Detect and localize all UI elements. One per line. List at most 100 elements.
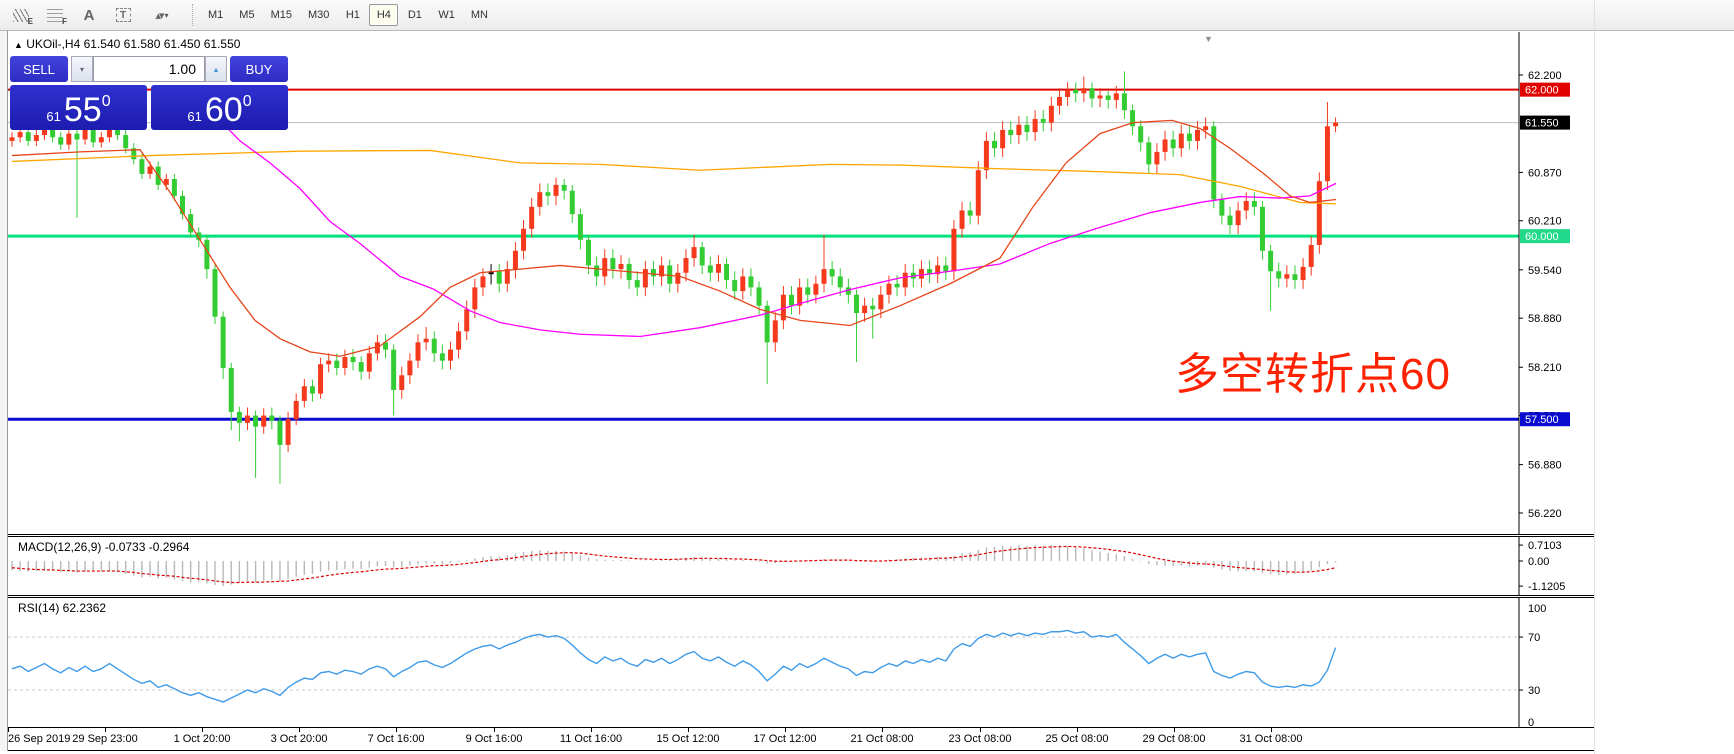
tool-sub-label: E xyxy=(27,17,33,26)
svg-text:62.000: 62.000 xyxy=(1525,85,1559,97)
date-label: 21 Oct 08:00 xyxy=(850,733,914,745)
buy-price-pips: 60 xyxy=(204,91,243,129)
svg-text:58.210: 58.210 xyxy=(1528,362,1562,374)
toolbar: E F A T ▴▾ ▾ M1 M5 M15 M30 H1 H4 D1 W1 MN xyxy=(0,0,1734,31)
symbol-ohlc: 61.540 61.580 61.450 61.550 xyxy=(83,37,241,51)
date-label: 31 Oct 08:00 xyxy=(1239,733,1303,745)
sell-price-pips: 55 xyxy=(63,91,102,129)
sell-price-display[interactable]: 61 55 0 xyxy=(10,85,147,130)
fibonacci-tool-button[interactable]: F xyxy=(40,3,70,27)
date-label: 29 Oct 08:00 xyxy=(1142,733,1206,745)
symbol-info-bar: ▲ UKOil-,H4 61.540 61.580 61.450 61.550 xyxy=(14,37,240,51)
timeframe-button-m30[interactable]: M30 xyxy=(307,9,330,21)
toolbar-separator xyxy=(192,4,193,26)
fibonacci-icon xyxy=(47,8,63,22)
date-label: 23 Oct 08:00 xyxy=(948,733,1012,745)
buy-price-display[interactable]: 61 60 0 xyxy=(151,85,288,130)
date-tick-mark xyxy=(591,728,592,732)
date-label: 17 Oct 12:00 xyxy=(753,733,817,745)
candlestick-chart: 62.200 60.870 60.210 59.540 58.880 58.210 57.5… xyxy=(8,32,1570,534)
date-tick-mark xyxy=(1077,728,1078,732)
date-tick-mark xyxy=(299,728,300,732)
date-tick-mark xyxy=(202,728,203,732)
date-label: 29 Sep 23:00 xyxy=(72,733,138,745)
date-label: 26 Sep 2019 xyxy=(8,733,71,745)
chart-shift-marker-icon[interactable]: ▼ xyxy=(1204,34,1213,44)
date-tick-mark xyxy=(785,728,786,732)
volume-input[interactable]: 1.00 xyxy=(93,56,205,82)
volume-increase-button[interactable]: ▴ xyxy=(205,56,227,82)
collapse-triangle-icon[interactable]: ▲ xyxy=(14,40,23,50)
svg-text:0.7103: 0.7103 xyxy=(1528,540,1562,552)
buy-button[interactable]: BUY xyxy=(230,56,288,82)
timeframe-button-h4[interactable]: H4 xyxy=(369,4,399,26)
svg-text:61.550: 61.550 xyxy=(1525,118,1559,130)
date-tick-mark xyxy=(688,728,689,732)
timeframe-button-m15[interactable]: M15 xyxy=(270,9,292,21)
chevron-down-icon: ▾ xyxy=(164,10,169,20)
volume-decrease-button[interactable]: ▾ xyxy=(71,56,93,82)
main-chart-pane[interactable]: 62.200 60.870 60.210 59.540 58.880 58.210 57.5… xyxy=(8,32,1594,534)
sell-price-point: 0 xyxy=(101,93,111,110)
sell-button[interactable]: SELL xyxy=(10,56,68,82)
timeframe-button-d1[interactable]: D1 xyxy=(407,9,422,21)
svg-text:62.200: 62.200 xyxy=(1528,70,1562,82)
date-label: 25 Oct 08:00 xyxy=(1045,733,1109,745)
date-tick-mark xyxy=(882,728,883,732)
date-tick-mark xyxy=(8,728,9,732)
svg-text:0.00: 0.00 xyxy=(1528,556,1549,568)
label-tool-icon: T xyxy=(115,8,131,22)
macd-pane[interactable]: 0.7103 0.00 -1.1205 MACD(12,26,9) -0.0733 … xyxy=(8,537,1594,595)
timeframe-button-h1[interactable]: H1 xyxy=(345,9,360,21)
date-tick-mark xyxy=(1174,728,1175,732)
timeframe-button-m1[interactable]: M1 xyxy=(208,9,224,21)
date-tick-mark xyxy=(105,728,106,732)
rsi-pane[interactable]: 100 70 30 0 RSI(14) 62.2362 xyxy=(8,598,1594,727)
rsi-chart: 100 70 30 0 xyxy=(8,598,1546,727)
window-left-border xyxy=(0,31,8,751)
label-tool-button[interactable]: T xyxy=(108,3,138,27)
svg-text:-1.1205: -1.1205 xyxy=(1528,581,1565,593)
date-tick-mark xyxy=(396,728,397,732)
pane-divider[interactable] xyxy=(8,534,1594,537)
buy-price-point: 0 xyxy=(242,93,252,110)
svg-text:60.210: 60.210 xyxy=(1528,216,1562,228)
one-click-trading-panel: SELL ▾ 1.00 ▴ BUY 61 55 0 61 60 0 xyxy=(10,56,288,131)
svg-text:56.220: 56.220 xyxy=(1528,508,1562,520)
text-tool-button[interactable]: A xyxy=(74,3,104,27)
svg-text:58.880: 58.880 xyxy=(1528,313,1562,325)
tool-sub-label: F xyxy=(62,17,67,26)
svg-text:100: 100 xyxy=(1528,603,1546,615)
svg-text:30: 30 xyxy=(1528,685,1540,697)
sell-price-prefix: 61 xyxy=(46,109,61,124)
equidistant-channel-tool-button[interactable]: E xyxy=(6,3,36,27)
date-label: 3 Oct 20:00 xyxy=(270,733,328,745)
svg-text:60.000: 60.000 xyxy=(1525,231,1559,243)
window-right-border xyxy=(1594,0,1595,754)
timeframe-button-mn[interactable]: MN xyxy=(470,9,488,21)
date-label: 11 Oct 16:00 xyxy=(559,733,623,745)
svg-text:57.500: 57.500 xyxy=(1525,414,1559,426)
date-tick-mark xyxy=(494,728,495,732)
svg-text:60.870: 60.870 xyxy=(1528,167,1562,179)
date-tick-mark xyxy=(1271,728,1272,732)
window-bottom-border xyxy=(0,750,1594,751)
macd-chart: 0.7103 0.00 -1.1205 xyxy=(11,537,1565,595)
svg-text:56.880: 56.880 xyxy=(1528,460,1562,472)
rsi-label: RSI(14) 62.2362 xyxy=(18,601,107,615)
timeframe-button-w1[interactable]: W1 xyxy=(438,9,455,21)
pane-divider[interactable] xyxy=(8,595,1594,598)
date-tick-mark xyxy=(980,728,981,732)
svg-text:0: 0 xyxy=(1528,717,1534,727)
date-label: 15 Oct 12:00 xyxy=(656,733,720,745)
arrows-tool-button[interactable]: ▴▾ ▾ xyxy=(142,3,182,27)
date-axis[interactable]: 26 Sep 2019 29 Sep 23:00 1 Oct 20:00 3 Oct … xyxy=(8,727,1594,750)
equidistant-channel-icon xyxy=(13,8,29,22)
timeframe-button-m5[interactable]: M5 xyxy=(239,9,255,21)
svg-text:70: 70 xyxy=(1528,632,1540,644)
text-tool-icon: A xyxy=(83,6,95,24)
arrows-tool-icon: ▴▾ xyxy=(155,9,164,22)
buy-price-prefix: 61 xyxy=(187,109,202,124)
macd-label: MACD(12,26,9) -0.0733 -0.2964 xyxy=(18,540,190,554)
